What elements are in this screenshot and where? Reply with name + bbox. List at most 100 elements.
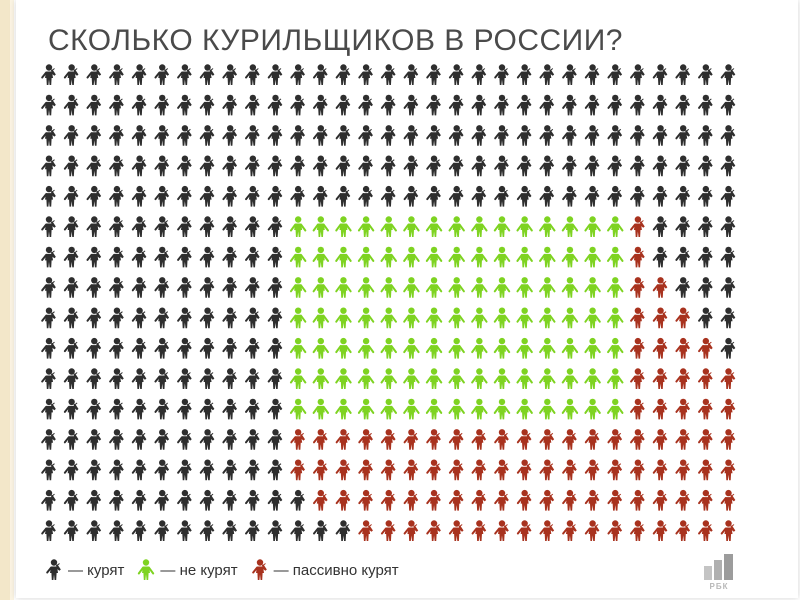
pictogram-person-passive-r11-c29 [675, 368, 691, 389]
pictogram-person-smoke-r5-c10 [245, 185, 260, 207]
pictogram-person-smoke-r4-c14 [335, 155, 351, 177]
pictogram-person-smoke-r9-c10 [245, 307, 260, 329]
pictogram-person-passive-r12-c29 [675, 398, 691, 420]
pictogram-person-smoke-r1-c31 [720, 64, 736, 85]
pictogram-person-smoke-r14-c11 [267, 459, 283, 481]
pictogram-person-smoke-r10-c7 [177, 337, 192, 359]
pictogram-person-passive-r16-c19 [448, 520, 464, 541]
pictogram-person-smoke-r4-c26 [607, 155, 623, 177]
pictogram-person-passive-r14-c17 [403, 459, 419, 481]
pictogram-person-smoke-r4-c3 [86, 155, 102, 177]
pictogram-person-smoke-r9-c1 [41, 307, 56, 329]
pictogram-person-passive-r14-c12 [290, 459, 305, 481]
pictogram-person-no-smoke-r8-c21 [493, 277, 511, 298]
pictogram-person-smoke-r16-c13 [312, 520, 328, 541]
pictogram-person-passive-r10-c29 [675, 337, 691, 359]
pictogram-person-smoke-r8-c1 [41, 277, 56, 298]
pictogram-person-smoke-r13-c9 [222, 429, 238, 450]
pictogram-person-smoke-r2-c9 [222, 94, 238, 116]
pictogram-person-smoke-r12-c9 [222, 398, 238, 420]
pictogram-person-smoke-r7-c28 [652, 246, 668, 268]
pictogram-person-smoke-r1-c26 [607, 64, 623, 85]
pictogram-person-smoke-r3-c8 [199, 125, 215, 146]
pictogram-person-smoke-r3-c4 [109, 125, 124, 146]
pictogram-person-no-smoke-r10-c19 [448, 337, 465, 359]
pictogram-person-smoke-r4-c17 [403, 155, 419, 177]
pictogram-person-no-smoke-r6-c26 [607, 216, 624, 237]
pictogram-person-no-smoke-r10-c12 [289, 337, 307, 359]
pictogram-person-smoke-r1-c25 [584, 64, 600, 85]
pictogram-person-smoke-r1-c20 [471, 64, 487, 85]
pictogram-person-smoke-r3-c31 [720, 125, 736, 146]
pictogram-person-smoke-r1-c23 [539, 64, 555, 85]
pictogram-person-smoke-r8-c8 [199, 277, 215, 298]
pictogram-person-smoke-r4-c24 [562, 155, 577, 177]
pictogram-person-smoke-r16-c8 [199, 520, 215, 541]
pictogram-person-smoke-r5-c11 [267, 185, 283, 207]
pictogram-person-smoke-r3-c25 [584, 125, 600, 146]
pictogram-person-smoke-r1-c22 [516, 64, 532, 85]
legend-item-passive: — пассивно курят [250, 558, 399, 582]
pictogram-person-smoke-r14-c6 [154, 459, 170, 481]
pictogram-person-smoke-r5-c14 [335, 185, 351, 207]
pictogram-person-passive-r15-c18 [426, 489, 441, 511]
pictogram-person-passive-r16-c16 [380, 520, 396, 541]
pictogram-person-smoke-r3-c15 [358, 125, 373, 146]
pictogram-person-smoke-r1-c15 [358, 64, 373, 85]
pictogram-person-smoke-r3-c30 [698, 125, 713, 146]
pictogram-person-smoke-r15-c1 [41, 489, 56, 511]
pictogram-person-smoke-r3-c3 [86, 125, 102, 146]
person-passive-smoking-icon [251, 559, 267, 580]
pictogram-person-no-smoke-r7-c26 [607, 246, 624, 268]
pictogram-person-smoke-r9-c8 [199, 307, 215, 329]
pictogram-person-smoke-r1-c11 [267, 64, 283, 85]
pictogram-person-passive-r15-c30 [698, 489, 713, 511]
pictogram-person-passive-r13-c30 [698, 429, 713, 450]
pictogram-person-smoke-r9-c5 [131, 307, 147, 329]
pictogram-person-no-smoke-r11-c26 [607, 368, 624, 389]
pictogram-person-smoke-r5-c29 [675, 185, 691, 207]
pictogram-person-no-smoke-r6-c21 [493, 216, 511, 237]
pictogram-person-smoke-r6-c6 [154, 216, 170, 237]
pictogram-person-no-smoke-r6-c23 [539, 216, 556, 237]
pictogram-person-smoke-r5-c24 [562, 185, 577, 207]
pictogram-person-smoke-r10-c3 [86, 337, 102, 359]
pictogram-person-passive-r13-c20 [471, 429, 487, 450]
pictogram-person-smoke-r3-c24 [562, 125, 577, 146]
pictogram-person-passive-r15-c17 [403, 489, 419, 511]
pictogram-person-smoke-r9-c4 [109, 307, 124, 329]
pictogram-person-passive-r15-c15 [358, 489, 373, 511]
legend-person-smoke [46, 559, 61, 580]
pictogram-person-no-smoke-r6-c17 [403, 216, 420, 237]
pictogram-person-smoke-r7-c6 [154, 246, 170, 268]
pictogram-person-smoke-r16-c5 [131, 520, 147, 541]
pictogram-person-smoke-r6-c31 [720, 216, 736, 237]
pictogram-person-smoke-r16-c2 [63, 520, 79, 541]
pictogram-person-no-smoke-r9-c18 [425, 307, 443, 329]
pictogram-person-smoke-r1-c2 [63, 64, 79, 85]
pictogram-person-no-smoke-r8-c13 [312, 277, 329, 298]
slide-card [16, 0, 798, 598]
pictogram-person-smoke-r4-c2 [63, 155, 79, 177]
pictogram-person-smoke-r1-c18 [426, 64, 441, 85]
pictogram-person-no-smoke-r7-c23 [539, 246, 556, 268]
pictogram-person-smoke-r11-c1 [41, 368, 56, 389]
pictogram-person-smoke-r14-c7 [177, 459, 192, 481]
pictogram-person-smoke-r3-c5 [131, 125, 147, 146]
pictogram-person-smoke-r5-c26 [607, 185, 623, 207]
pictogram-person-passive-r12-c31 [720, 398, 736, 420]
pictogram-person-passive-r10-c27 [630, 337, 645, 359]
pictogram-person-smoke-r7-c8 [199, 246, 215, 268]
pictogram-person-smoke-r3-c10 [245, 125, 260, 146]
pictogram-person-smoke-r3-c13 [312, 125, 328, 146]
pictogram-person-smoke-r7-c3 [86, 246, 102, 268]
pictogram-person-no-smoke-r6-c19 [448, 216, 465, 237]
pictogram-person-smoke-r3-c22 [516, 125, 532, 146]
pictogram-person-smoke-r1-c13 [312, 64, 328, 85]
pictogram-person-passive-r14-c26 [607, 459, 623, 481]
pictogram-person-passive-r11-c27 [630, 368, 645, 389]
pictogram-person-passive-r9-c28 [652, 307, 668, 329]
pictogram-person-smoke-r3-c29 [675, 125, 691, 146]
pictogram-person-smoke-r2-c10 [245, 94, 260, 116]
pictogram-person-smoke-r5-c21 [494, 185, 509, 207]
